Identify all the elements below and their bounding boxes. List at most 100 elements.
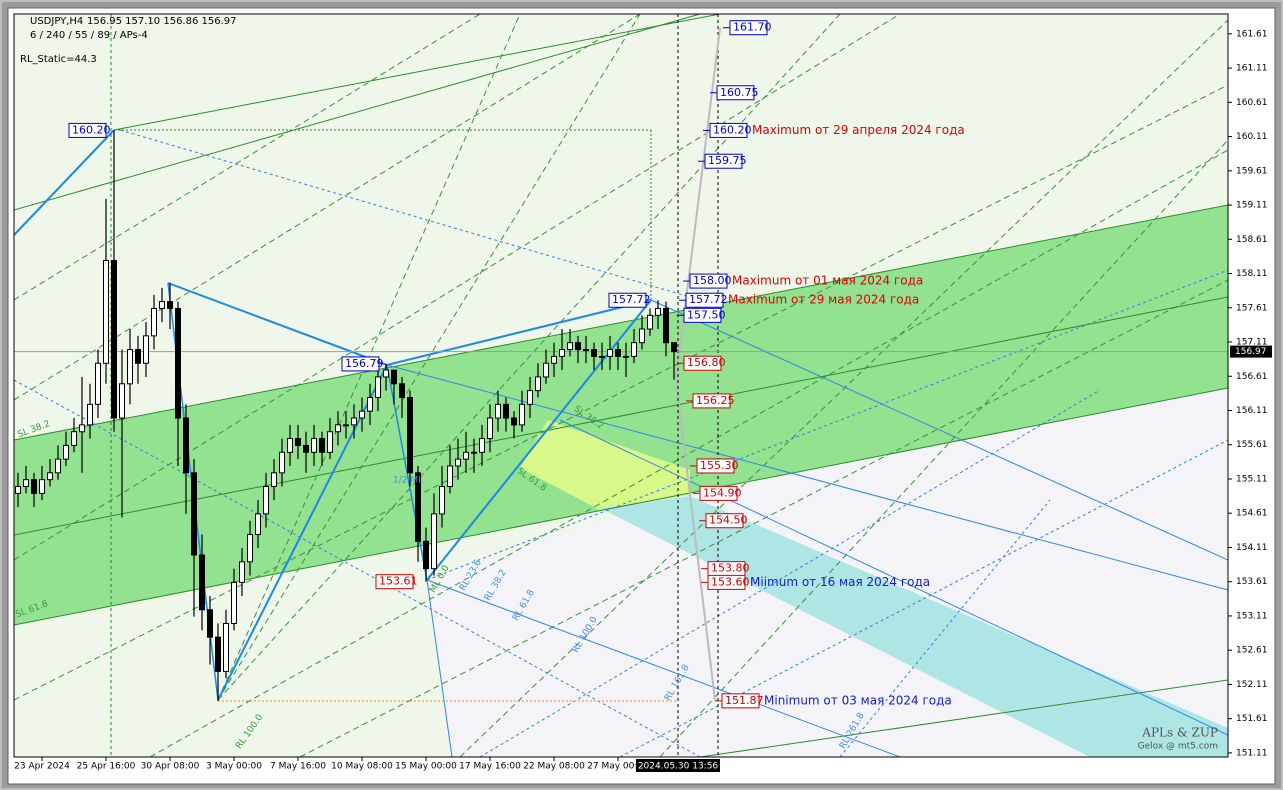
y-tick-label: 159.61 (1236, 166, 1268, 176)
y-tick-label: 155.11 (1236, 474, 1268, 484)
pivot-label: 156.79 (345, 357, 384, 370)
candle-body (479, 438, 485, 453)
y-tick-label: 155.61 (1236, 440, 1268, 450)
candle-body (23, 479, 29, 488)
candle-body (639, 328, 645, 344)
projection-line (675, 27, 721, 381)
pivot-label: 160.20 (72, 123, 111, 136)
x-tick-label: 30 Apr 08:00 (141, 762, 200, 772)
y-tick-label: 153.11 (1236, 611, 1268, 621)
candle-body (231, 581, 237, 624)
candle-body (31, 479, 37, 494)
header-params: 6 / 240 / 55 / 89 / APs-4 (30, 30, 148, 41)
price-label: 160.75 (720, 86, 759, 99)
candle-body (279, 451, 285, 474)
candle-body (47, 472, 53, 481)
candle-body (471, 451, 477, 454)
candle-body (263, 486, 269, 515)
y-tick-label: 159.11 (1236, 201, 1268, 211)
pivot-label: 157.72 (612, 293, 651, 306)
candle-body (439, 486, 445, 515)
price-note: Miimum от 16 мая 2024 года (750, 575, 930, 589)
line-label: 1/2 ML (393, 476, 423, 486)
candle-body (575, 342, 581, 351)
x-tick-label: 23 Apr 2024 (14, 762, 70, 772)
pivot-label: 153.61 (379, 575, 418, 588)
price-note: Minimum от 03 мая 2024 года (764, 693, 952, 707)
price-label: 158.00 (693, 274, 732, 287)
candle-body (295, 438, 301, 446)
candle-body (319, 438, 325, 453)
candle-body (591, 349, 597, 357)
candle-body (447, 465, 453, 488)
candle-body (287, 438, 293, 453)
y-tick-label: 160.11 (1236, 132, 1268, 142)
y-tick-label: 152.11 (1236, 680, 1268, 690)
x-tick-label: 17 May 16:00 (459, 762, 521, 772)
candle-body (343, 424, 349, 427)
green-channel (14, 205, 1228, 625)
price-label: 156.80 (687, 356, 726, 369)
candle-body (663, 307, 669, 344)
x-tick-label: 7 May 16:00 (270, 762, 326, 772)
candle-body (39, 479, 45, 494)
pivot-label-box (68, 122, 107, 138)
candle-body (607, 349, 613, 357)
candle-body (239, 561, 245, 583)
candle-body (455, 458, 461, 467)
candle-body (159, 301, 165, 309)
y-tick-label: 153.61 (1236, 577, 1268, 587)
y-tick-label: 156.61 (1236, 372, 1268, 382)
candle-body (391, 369, 397, 385)
x-tick-label: 25 Apr 16:00 (77, 762, 136, 772)
candle-body (327, 431, 333, 453)
candle-body (487, 417, 493, 440)
header-ohlc: 156.95 157.10 156.86 156.97 (87, 16, 237, 27)
y-tick-label: 151.11 (1236, 748, 1268, 758)
candle-body (519, 403, 525, 426)
price-label: 153.60 (711, 575, 750, 588)
candle-body (255, 513, 261, 535)
channel-lines (14, 14, 1228, 757)
indicator-label: RL_Static=44.3 (20, 54, 97, 65)
y-tick-label: 152.61 (1236, 646, 1268, 656)
candle-body (151, 307, 157, 337)
candle-body (15, 486, 21, 494)
y-tick-label: 157.61 (1236, 303, 1268, 313)
candle-body (167, 301, 173, 309)
plot-border (13, 13, 1229, 758)
candle-body (223, 622, 229, 672)
candle-body (527, 390, 533, 405)
x-tick-label: 15 May 00:00 (395, 762, 457, 772)
plot-area: 160.20 156.79 157.72 153.61 161.70 160.75 160.… (14, 14, 1228, 757)
y-tick-label: 161.61 (1236, 29, 1268, 39)
candle-body (183, 417, 189, 474)
candle-body (71, 431, 77, 446)
time-marker-box (636, 759, 720, 772)
cyan-zone (600, 496, 1228, 757)
candle-body (103, 260, 109, 364)
candle-body (271, 472, 277, 488)
x-tick-label: 22 May 08:00 (523, 762, 585, 772)
candle-body (399, 383, 405, 398)
candle-body (431, 513, 437, 570)
pitchfork-dashed (14, 129, 1228, 757)
candle-body (415, 472, 421, 542)
candle-body (247, 533, 253, 563)
y-tick-label: 154.61 (1236, 509, 1268, 519)
candle-body (143, 335, 149, 364)
current-price-box (1230, 345, 1272, 358)
price-label: 154.50 (709, 514, 748, 527)
candle-body (551, 355, 557, 364)
x-tick-label: 27 May 00:00 (587, 762, 649, 772)
pivot-label-box (375, 574, 414, 590)
candle-body (303, 444, 309, 453)
candle-body (175, 307, 181, 419)
candle-body (63, 444, 69, 460)
y-tick-label: 156.11 (1236, 406, 1268, 416)
candle-body (655, 307, 661, 316)
candle-body (495, 403, 501, 419)
y-tick-label: 161.11 (1236, 64, 1268, 74)
candle-body (623, 355, 629, 358)
